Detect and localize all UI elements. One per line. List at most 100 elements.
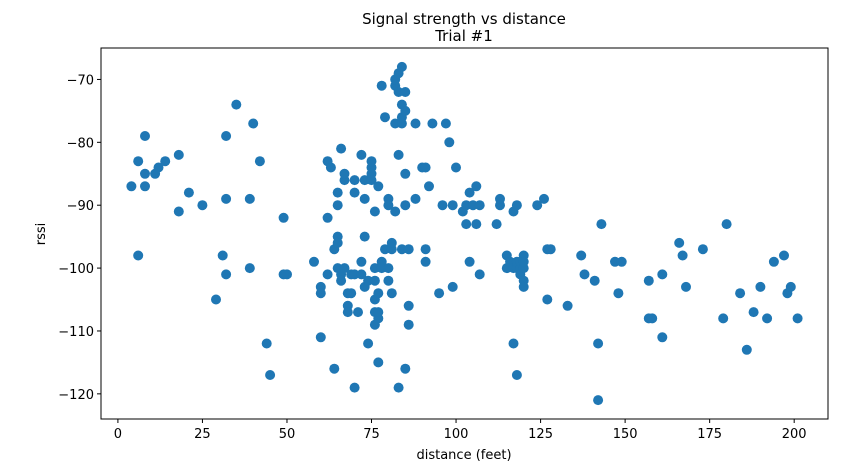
x-tick-label: 100 [444,427,469,442]
data-point [376,80,387,91]
data-point [400,363,411,374]
data-point [420,244,431,255]
data-point [461,219,472,230]
x-tick-label: 200 [782,427,807,442]
data-point [221,131,232,141]
data-point [427,118,438,129]
data-point [133,156,144,167]
data-points [126,61,803,406]
data-point [596,219,607,230]
data-point [545,244,556,255]
data-point [451,162,461,173]
data-point [400,87,411,97]
data-point [674,237,685,248]
data-point [363,338,374,349]
x-tick-label: 25 [194,427,211,442]
data-point [336,275,347,286]
data-point [383,275,394,286]
data-point [718,313,729,324]
data-point [616,256,627,267]
data-point [474,200,485,211]
data-point [768,256,779,267]
data-point [393,382,404,393]
data-point [244,193,255,204]
data-point [741,344,752,355]
data-point [474,269,485,280]
data-point [254,156,265,167]
data-point [353,307,363,318]
data-point [562,300,573,311]
data-point [359,231,370,242]
data-point [369,206,380,217]
data-point [126,181,137,192]
data-point [329,363,340,374]
data-point [197,200,208,211]
data-point [140,131,150,141]
data-point [261,338,272,349]
data-point [383,263,394,274]
data-point [221,269,232,280]
data-point [471,219,482,230]
x-tick-label: 0 [114,427,122,442]
data-point [440,118,451,129]
data-point [211,294,221,305]
data-point [444,137,455,148]
data-point [322,269,333,280]
data-point [356,149,367,160]
data-point [643,275,654,286]
data-point [373,181,384,192]
data-point [403,300,414,311]
x-tick-label: 175 [697,427,722,442]
data-point [140,181,150,192]
data-point [471,181,482,192]
data-point [380,112,390,123]
data-point [447,200,458,211]
data-point [410,193,421,204]
data-point [373,357,384,368]
chart-subtitle: Trial #1 [434,27,493,45]
data-point [349,175,360,186]
data-point [508,338,519,349]
data-point [349,187,360,198]
y-axis: −70 −80 −90 −100 −110 −120 [58,73,101,403]
data-point [511,200,522,211]
data-point [332,187,343,198]
data-point [677,250,688,261]
data-point [420,162,431,173]
data-point [464,256,475,267]
data-point [356,256,367,267]
data-point [221,193,232,204]
data-point [748,307,759,318]
data-point [589,275,600,286]
plot-frame [100,47,829,420]
y-tick-label: −80 [67,136,94,151]
data-point [518,281,529,292]
data-point [532,200,543,211]
data-point [339,168,350,179]
data-point [437,200,448,211]
data-point [336,143,347,154]
data-point [366,175,377,186]
data-point [217,250,228,261]
data-point [697,244,708,255]
data-point [495,193,505,204]
data-point [244,263,255,274]
data-point [491,219,502,230]
data-point [721,219,732,230]
y-tick-label: −110 [58,325,94,340]
y-axis-label: rssi [34,223,49,246]
data-point [393,149,404,160]
data-point [386,288,397,299]
data-point [542,294,553,305]
data-point [518,256,529,267]
data-point [657,332,668,343]
data-point [400,200,411,211]
data-point [410,118,421,129]
data-point [396,61,407,72]
y-tick-label: −90 [67,199,94,214]
data-point [183,187,194,198]
data-point [359,193,370,204]
chart-title: Signal strength vs distance [362,10,566,28]
data-point [322,212,333,223]
data-point [332,200,343,211]
